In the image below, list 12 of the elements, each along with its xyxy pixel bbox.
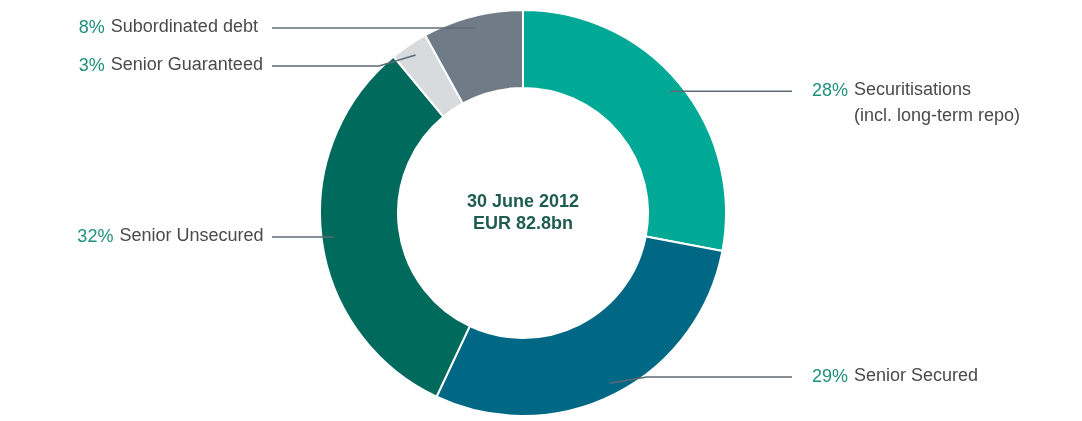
data-label: 8% xyxy=(78,17,105,37)
slice-label: Subordinated debt xyxy=(110,16,258,36)
data-label: 29% xyxy=(811,366,848,386)
data-label: 3% xyxy=(78,55,105,75)
text: EUR 82.8bn xyxy=(472,213,574,233)
data-label: 32% xyxy=(77,225,114,246)
slice-label: Senior Secured xyxy=(854,365,979,385)
slice-label: Securitisations (incl. long-term repo) xyxy=(854,79,1021,126)
slice-label: Senior Unsecured xyxy=(119,224,264,245)
text: 30 June 2012 xyxy=(466,191,580,211)
slice-label: Senior Guaranteed xyxy=(110,54,263,74)
data-label: 28% xyxy=(811,80,848,101)
